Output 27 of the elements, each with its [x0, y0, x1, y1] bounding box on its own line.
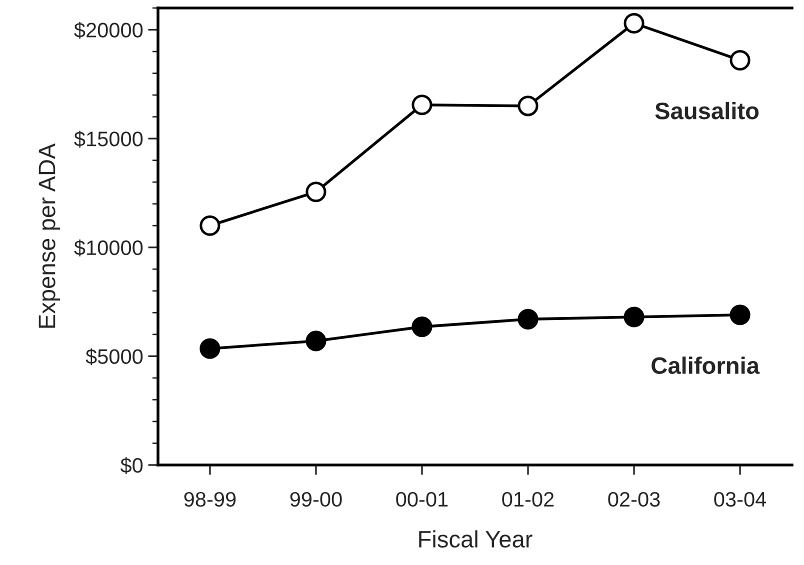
series-label: California [652, 356, 760, 374]
point [412, 94, 432, 116]
y-tick-label: $15000 [74, 130, 143, 148]
y-tick-label: $10000 [74, 240, 143, 256]
point [518, 308, 538, 330]
y-tick-label: $0 [120, 457, 143, 474]
y-axis-title: Expense per ADA [38, 143, 60, 328]
point [624, 12, 644, 34]
x-tick-label: 03-04 [714, 492, 766, 507]
point [412, 316, 432, 338]
x-tick-label: 02-03 [608, 492, 660, 507]
point [200, 215, 220, 236]
x-axis-title: Fiscal Year [419, 530, 532, 548]
point [306, 182, 326, 202]
point [200, 338, 220, 359]
x-tick-label: 99-00 [290, 492, 342, 507]
point [730, 304, 750, 326]
x-tick-label: 98-99 [184, 492, 236, 507]
x-tick-label: 00-01 [396, 492, 448, 507]
point [518, 96, 538, 116]
y-tick-label: $20000 [74, 22, 143, 39]
point [624, 306, 644, 328]
y-tick-label: $5000 [86, 348, 143, 366]
x-tick-label: 01-02 [502, 492, 554, 507]
series-label: Sausalito [655, 102, 759, 120]
point [730, 50, 750, 71]
point [306, 330, 326, 352]
